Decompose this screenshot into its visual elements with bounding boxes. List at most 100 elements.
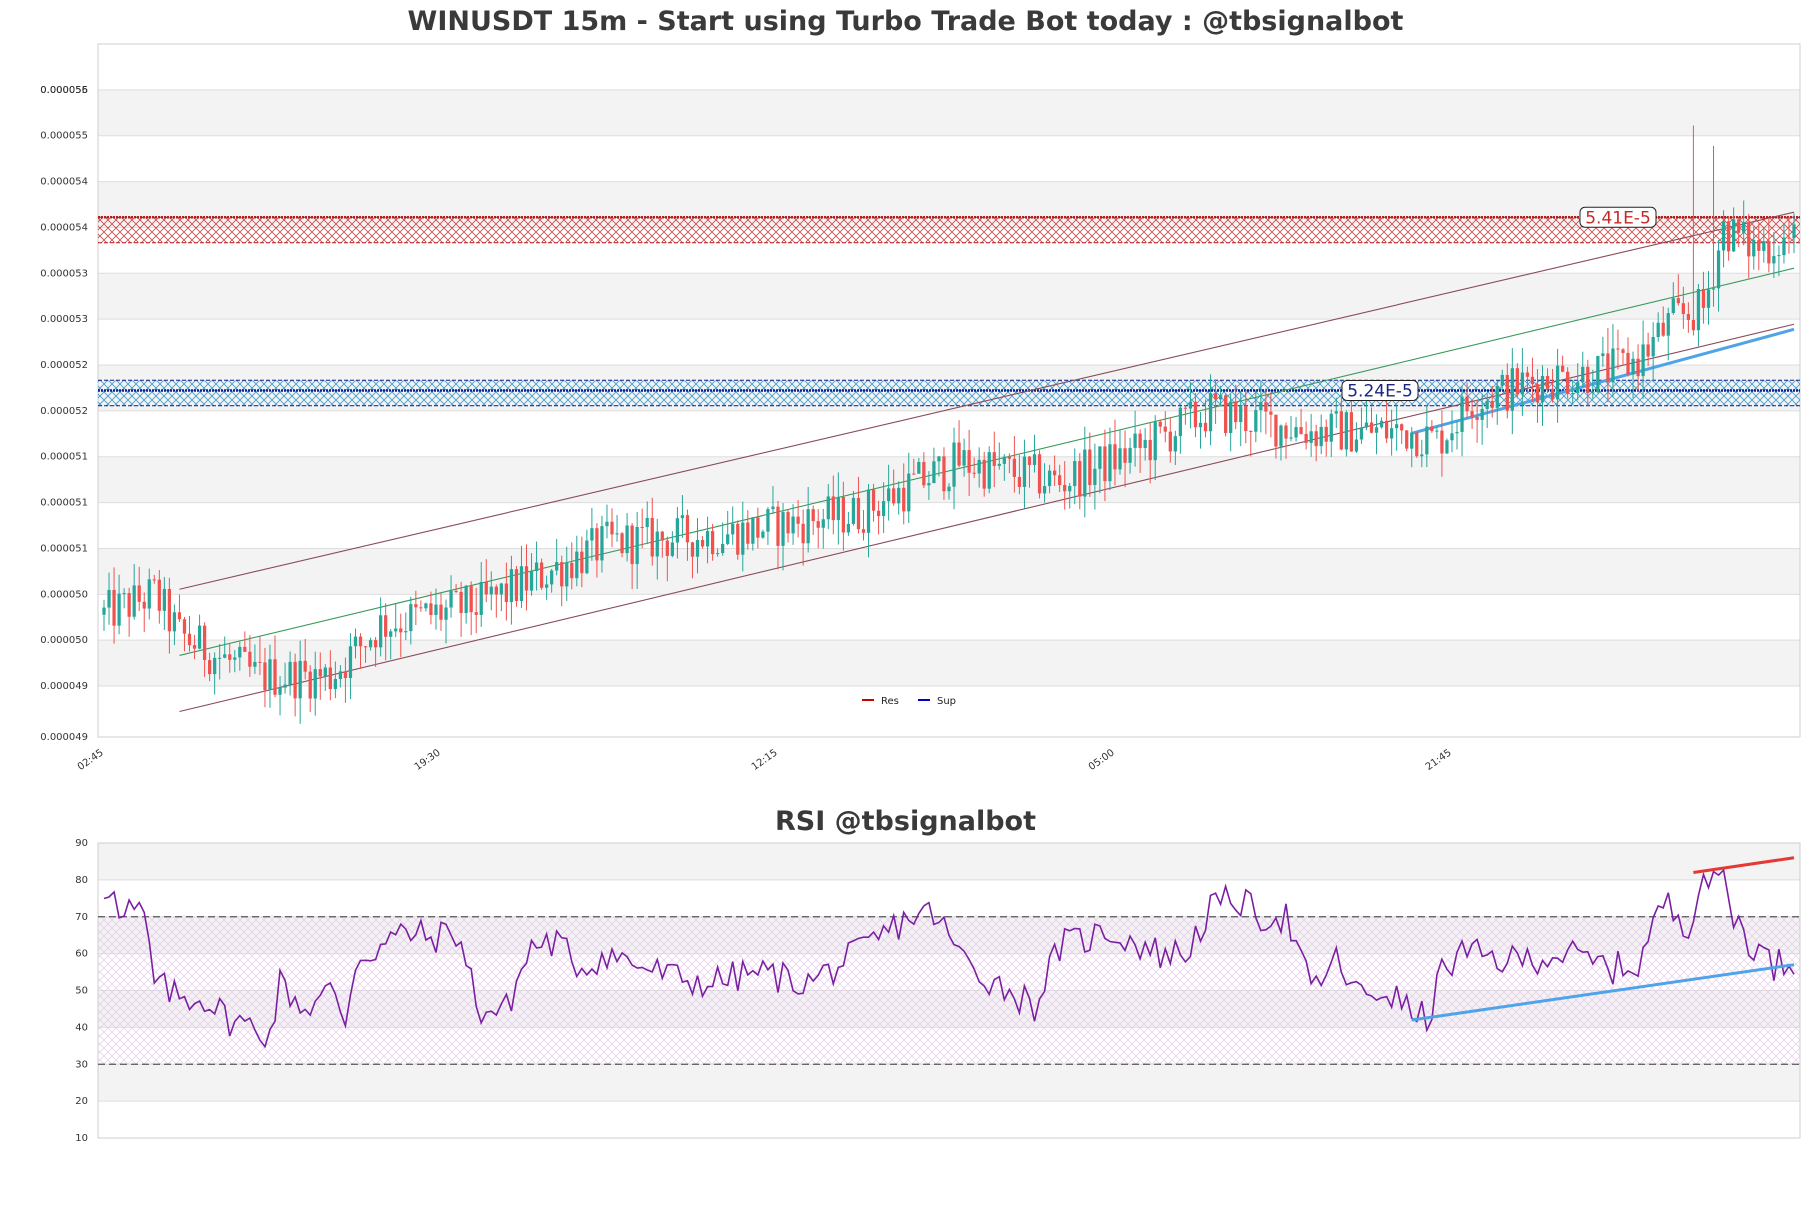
candle-body bbox=[942, 456, 946, 492]
candle-body bbox=[575, 551, 579, 579]
legend-label-res: Res bbox=[881, 696, 899, 707]
candle-body bbox=[414, 604, 418, 608]
candle-body bbox=[509, 569, 514, 603]
candle-body bbox=[243, 646, 247, 652]
candle-body bbox=[781, 512, 785, 546]
candle-body bbox=[786, 512, 790, 534]
candle-body bbox=[826, 496, 830, 520]
candle-body bbox=[1591, 392, 1595, 394]
candle-body bbox=[620, 533, 624, 554]
candle-body bbox=[1596, 356, 1600, 393]
candle-body bbox=[670, 542, 674, 556]
candle-body bbox=[1299, 427, 1303, 434]
support-label-box bbox=[1341, 380, 1419, 401]
candle-body bbox=[892, 488, 896, 504]
candle-body bbox=[610, 521, 614, 535]
candle-body bbox=[1631, 358, 1635, 375]
candle-body bbox=[640, 526, 644, 528]
y-tick-label: 0.000050 bbox=[40, 589, 88, 600]
rsi-y-tick-label: 90 bbox=[75, 838, 88, 849]
candle-body bbox=[1198, 422, 1203, 428]
candle-body bbox=[1500, 374, 1504, 386]
plot-band bbox=[98, 410, 1800, 457]
candle-body bbox=[278, 687, 282, 695]
candle-body bbox=[1389, 428, 1394, 439]
candle-body bbox=[1324, 426, 1328, 442]
candle-body bbox=[801, 523, 805, 544]
candle-body bbox=[1218, 395, 1223, 400]
plot-band bbox=[98, 135, 1800, 182]
candle-body bbox=[1098, 446, 1102, 469]
candle-body bbox=[585, 540, 589, 574]
candle-body bbox=[419, 607, 423, 609]
plot-band bbox=[98, 273, 1800, 320]
support-label-text: 5.24E-5 bbox=[1347, 382, 1413, 402]
candle-body bbox=[846, 523, 851, 533]
candle-body bbox=[1229, 401, 1233, 434]
candle-body bbox=[565, 562, 569, 587]
candle-body bbox=[776, 506, 780, 546]
candle-body bbox=[1118, 448, 1122, 470]
candle-body bbox=[1183, 407, 1188, 409]
candle-body bbox=[469, 585, 473, 613]
candle-body bbox=[1445, 440, 1449, 454]
candle-body bbox=[529, 571, 534, 591]
candle-body bbox=[866, 489, 871, 533]
candle-body bbox=[1782, 237, 1786, 256]
candle-body bbox=[454, 590, 458, 592]
candle-body bbox=[655, 531, 659, 557]
candle-body bbox=[1027, 456, 1032, 465]
candle-body bbox=[550, 570, 554, 585]
candle-body bbox=[248, 651, 252, 667]
candle-body bbox=[1309, 431, 1313, 443]
candle-body bbox=[429, 603, 433, 615]
rsi-support-trend bbox=[1411, 963, 1795, 1022]
candle-body bbox=[1017, 476, 1022, 487]
candle-body bbox=[1520, 372, 1525, 395]
candle-body bbox=[1103, 446, 1107, 482]
candle-body bbox=[1047, 470, 1052, 487]
candle-body bbox=[1058, 475, 1062, 486]
candle-body bbox=[1732, 219, 1736, 252]
candle-body bbox=[1686, 314, 1691, 320]
candle-body bbox=[1314, 431, 1318, 447]
candle-body bbox=[1304, 433, 1308, 443]
candle-body bbox=[353, 636, 358, 647]
candle-body bbox=[856, 497, 861, 530]
candle-body bbox=[962, 450, 966, 466]
candle-body bbox=[1254, 410, 1258, 432]
candle-body bbox=[1068, 485, 1072, 492]
candle-body bbox=[1213, 393, 1218, 400]
candle-body bbox=[1475, 416, 1479, 420]
candle-body bbox=[147, 579, 151, 609]
main-chart-title: WINUSDT 15m - Start using Turbo Trade Bo… bbox=[407, 6, 1404, 37]
candle-body bbox=[821, 519, 825, 528]
candle-body bbox=[1576, 382, 1580, 394]
candle-body bbox=[1460, 396, 1464, 432]
candle-body bbox=[333, 678, 337, 690]
candle-body bbox=[107, 589, 111, 608]
candle-body bbox=[253, 661, 257, 667]
candle-body bbox=[746, 522, 750, 544]
y-tick-label: 0.000051 bbox=[40, 543, 88, 554]
plot-band bbox=[98, 44, 1800, 90]
candle-body bbox=[514, 569, 519, 602]
candle-body bbox=[952, 442, 956, 487]
candle-body bbox=[680, 515, 685, 519]
candle-body bbox=[1279, 425, 1283, 447]
candle-body bbox=[1153, 421, 1157, 461]
candle-body bbox=[967, 450, 971, 473]
rsi-y-tick-label: 50 bbox=[75, 986, 88, 997]
y-tick-label: 0.000054 bbox=[40, 177, 88, 188]
x-tick-label: 21:45 bbox=[1424, 747, 1454, 773]
candle-body bbox=[1224, 395, 1228, 434]
candle-body bbox=[434, 604, 438, 615]
candle-body bbox=[323, 667, 327, 677]
plot-band bbox=[98, 89, 1800, 136]
candle-body bbox=[1193, 401, 1198, 428]
candle-body bbox=[172, 612, 177, 632]
candle-body bbox=[1455, 431, 1459, 434]
candle-body bbox=[213, 657, 217, 675]
candle-body bbox=[283, 684, 287, 688]
